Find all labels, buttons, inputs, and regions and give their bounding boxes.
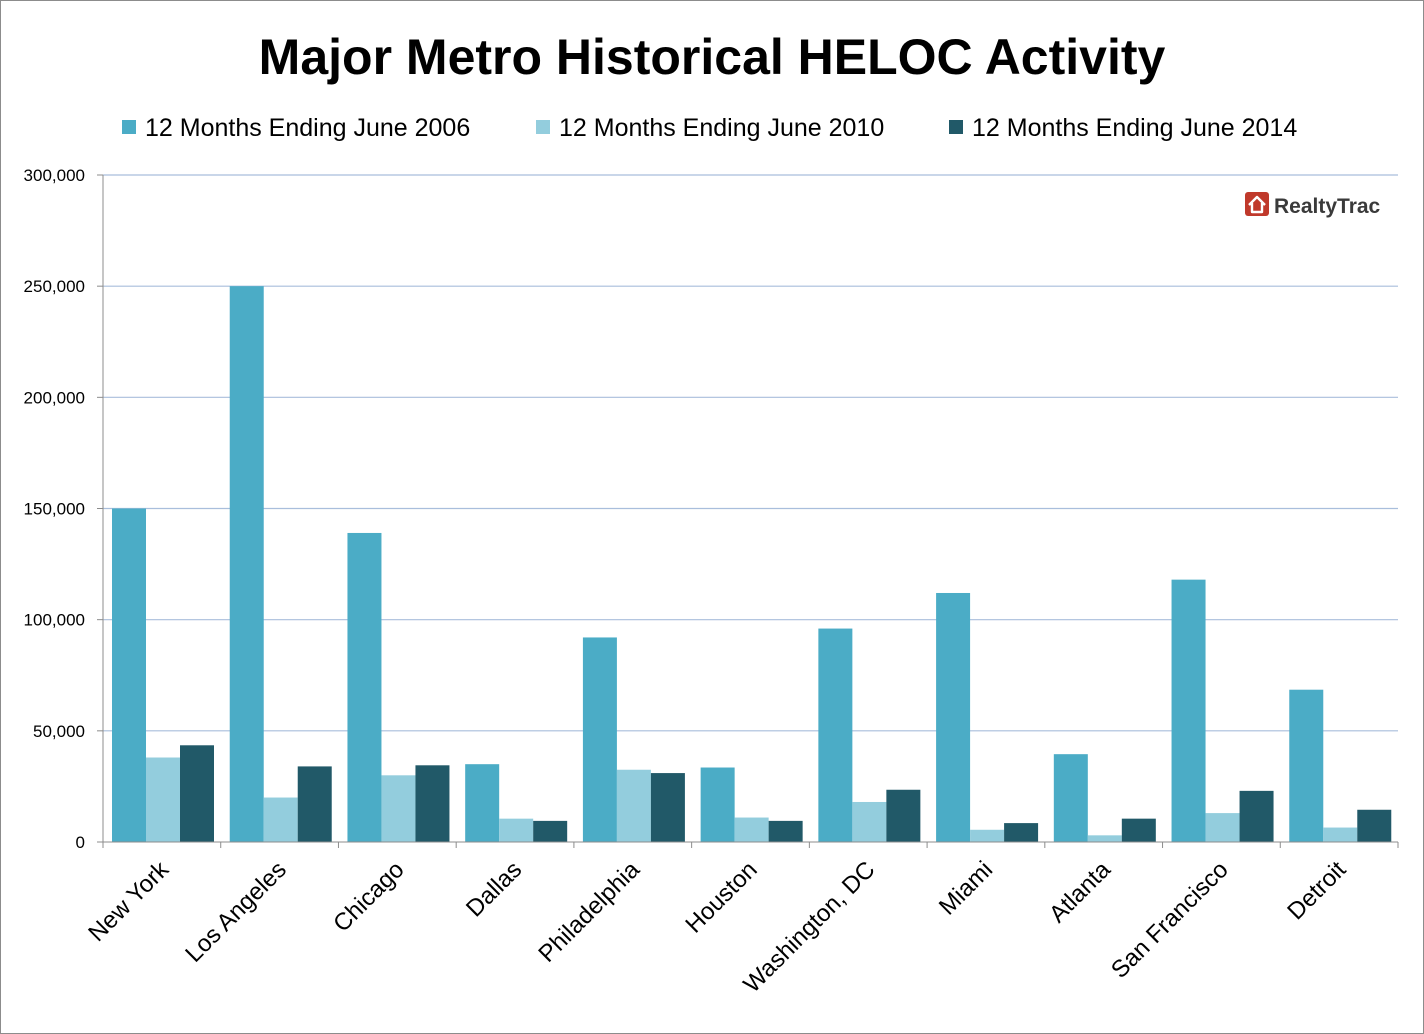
- y-tick-label: 300,000: [24, 166, 85, 185]
- watermark-text: RealtyTrac: [1274, 195, 1381, 218]
- x-tick-label: Dallas: [461, 856, 527, 922]
- y-tick-label: 250,000: [24, 277, 85, 296]
- bar: [297, 766, 332, 842]
- bar: [1323, 827, 1358, 842]
- bar: [852, 801, 887, 842]
- x-tick-label: Detroit: [1282, 856, 1351, 925]
- bar: [1357, 809, 1392, 842]
- legend-swatch: [536, 120, 550, 134]
- legend-swatch: [949, 120, 963, 134]
- legend-label: 12 Months Ending June 2010: [559, 114, 884, 142]
- bar: [1053, 754, 1088, 842]
- legend-label: 12 Months Ending June 2014: [972, 114, 1297, 142]
- bar: [970, 829, 1005, 842]
- bar: [347, 532, 382, 842]
- bar: [700, 767, 735, 842]
- x-tick-label: Houston: [680, 856, 762, 938]
- x-tick-label: Philadelphia: [533, 856, 645, 968]
- x-tick-label: Los Angeles: [180, 856, 292, 968]
- bar: [112, 508, 146, 842]
- bar: [582, 637, 617, 842]
- bar: [1087, 835, 1122, 842]
- bar: [263, 797, 298, 842]
- legend-label: 12 Months Ending June 2006: [145, 114, 470, 142]
- y-tick-label: 150,000: [24, 500, 85, 519]
- bar: [936, 592, 971, 842]
- bar: [180, 745, 214, 842]
- y-tick-label: 200,000: [24, 388, 85, 407]
- bar: [415, 765, 450, 842]
- bar: [146, 757, 180, 842]
- bar: [768, 820, 803, 842]
- y-tick-label: 50,000: [33, 722, 85, 741]
- bar: [533, 820, 568, 842]
- bar: [1239, 790, 1274, 842]
- x-tick-label: Chicago: [328, 856, 409, 937]
- x-tick-label: San Francisco: [1106, 856, 1234, 984]
- y-tick-label: 0: [76, 833, 85, 852]
- bar: [1171, 579, 1206, 842]
- bar: [229, 286, 264, 843]
- house-icon-glyph: [1248, 195, 1266, 214]
- bar: [818, 628, 853, 842]
- bar: [381, 775, 416, 842]
- bar: [1205, 813, 1240, 842]
- bar: [1004, 823, 1039, 842]
- bar: [465, 764, 500, 842]
- x-tick-label: Miami: [934, 856, 998, 920]
- chart-title: Major Metro Historical HELOC Activity: [259, 29, 1166, 85]
- bar: [734, 817, 769, 842]
- bar: [616, 769, 651, 842]
- x-tick-label: New York: [83, 855, 174, 946]
- bar: [1121, 818, 1156, 842]
- bar: [499, 818, 534, 842]
- bar: [1289, 689, 1324, 842]
- bar: [886, 789, 921, 842]
- x-tick-label: Atlanta: [1044, 856, 1116, 928]
- legend-swatch: [122, 120, 136, 134]
- bar: [650, 773, 685, 842]
- y-tick-label: 100,000: [24, 611, 85, 630]
